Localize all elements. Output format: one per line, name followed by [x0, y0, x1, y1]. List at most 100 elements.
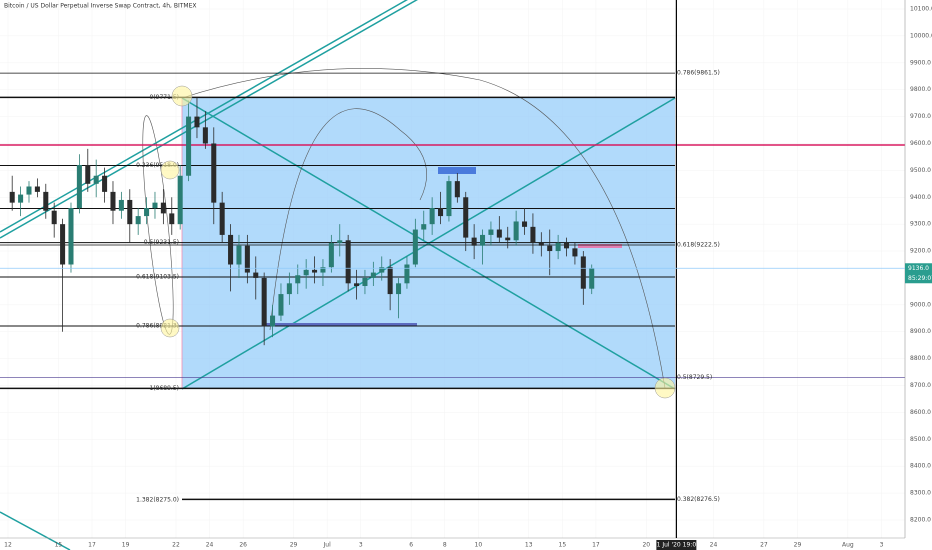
- candle-body: [93, 175, 99, 184]
- x-tick-label: 17: [592, 542, 600, 549]
- fib-label: 0(9771.5): [150, 94, 180, 101]
- candle-body: [295, 275, 301, 284]
- x-tick-label: 10: [475, 542, 483, 549]
- candle-body: [68, 208, 74, 265]
- y-tick-label: 10100.0: [910, 6, 932, 13]
- candle-body: [404, 264, 410, 284]
- candle-body: [76, 164, 82, 209]
- x-tick-label: Jul: [323, 542, 332, 549]
- ext-label: 0.786(9861.5): [677, 70, 720, 77]
- candle-body: [43, 191, 49, 211]
- candle-body: [144, 208, 150, 217]
- candle-body: [219, 202, 225, 235]
- levels: 0(9771.5) 0.236(9518.0) 0.5(9231.5) 0.618(9…: [0, 70, 905, 503]
- candle-body: [446, 181, 452, 217]
- y-tick-label: 8300.0: [910, 490, 931, 497]
- candle-body: [177, 175, 183, 225]
- x-tick-label: 6: [409, 542, 413, 549]
- candle-body: [278, 294, 284, 316]
- fib-label: 0.786(8921.3): [136, 323, 179, 330]
- candle-body: [51, 210, 57, 225]
- candle-body: [337, 240, 343, 243]
- candle-body: [421, 224, 427, 230]
- x-tick-label: 29: [290, 542, 298, 549]
- chart-title: Bitcoin / US Dollar Perpetual Inverse Sw…: [4, 3, 196, 10]
- candle-body: [463, 197, 469, 238]
- ext-label: 0.382(8276.5): [677, 496, 720, 503]
- candle-body: [127, 199, 133, 225]
- y-tick-label: 8800.0: [910, 355, 931, 362]
- x-tick-label: 17: [88, 542, 96, 549]
- trend-line: [0, 0, 419, 239]
- marker-circle: [654, 377, 676, 399]
- candle-body: [387, 267, 393, 295]
- y-tick-label: 8700.0: [910, 382, 931, 389]
- candle-body: [328, 242, 334, 268]
- candle-body: [471, 237, 477, 246]
- zone: [438, 167, 476, 174]
- trend-line: [0, 511, 71, 550]
- candle-body: [429, 208, 435, 225]
- candle-body: [261, 277, 267, 327]
- candle-body: [412, 229, 418, 265]
- price-tag: [905, 263, 932, 284]
- marker-circle: [160, 318, 180, 338]
- ext-label: 0.618(9222.5): [677, 241, 720, 248]
- zone: [265, 323, 417, 326]
- candle-body: [286, 283, 292, 295]
- ext-label: 0.5(8729.5): [677, 374, 712, 381]
- x-tick-label: 22: [172, 542, 180, 549]
- candle-body: [488, 229, 494, 235]
- candle-body: [202, 127, 208, 144]
- candle-body: [228, 234, 234, 265]
- candle-body: [362, 277, 368, 287]
- x-tick-label: 8: [443, 542, 447, 549]
- y-tick-label: 8500.0: [910, 436, 931, 443]
- candle-body: [135, 216, 141, 225]
- candle-body: [496, 229, 502, 238]
- candle-body: [18, 194, 24, 203]
- axes: 8200.0 8300.0 8400.0 8500.0 8600.0 8700.0 8800…: [4, 6, 932, 549]
- y-tick-label: 8400.0: [910, 463, 931, 470]
- diagonal: [181, 97, 676, 390]
- x-tick-label: 13: [525, 542, 533, 549]
- zone: [578, 244, 622, 248]
- candle-body: [34, 186, 40, 192]
- candle-body: [454, 181, 460, 198]
- candle-body: [505, 237, 511, 241]
- countdown: 85:29:07: [908, 275, 932, 282]
- candle-body: [513, 221, 519, 241]
- fib-label: 0.618(9103.5): [136, 274, 179, 281]
- candle-body: [26, 186, 32, 195]
- candle-body: [186, 116, 192, 176]
- x-tick-label: 26: [239, 542, 247, 549]
- marker-circle: [160, 160, 180, 180]
- candle-body: [270, 315, 276, 327]
- x-tick-label: Aug: [842, 542, 854, 549]
- y-tick-label: 8200.0: [910, 516, 931, 523]
- candle-body: [160, 202, 166, 214]
- x-tick-label: 3: [880, 542, 884, 549]
- x-tick-label: 15: [559, 542, 567, 549]
- crosshair-label: 21 Jul '20 19:00: [653, 542, 700, 549]
- candle-body: [9, 191, 15, 203]
- candle-body: [580, 256, 586, 289]
- arc: [269, 108, 427, 331]
- candle-body: [530, 226, 536, 243]
- candle-body: [236, 245, 242, 265]
- candle-body: [572, 248, 578, 257]
- fib-label: 0.236(9518.0): [136, 162, 179, 169]
- y-tick-label: 9500.0: [910, 167, 931, 174]
- ext-label: 1.382(8275.0): [136, 496, 179, 503]
- crosshair-label-bg: [656, 540, 697, 550]
- candle-body: [564, 242, 570, 249]
- fib-label: 0.5(9231.5): [144, 239, 179, 246]
- candle-body: [152, 202, 158, 209]
- y-tick-label: 9900.0: [910, 59, 931, 66]
- candle-body: [522, 221, 528, 227]
- candle-body: [547, 245, 553, 252]
- candle-body: [211, 143, 217, 203]
- candle-body: [110, 191, 116, 211]
- candle-body: [118, 199, 124, 211]
- last-price-label: 9136.0: [908, 265, 929, 272]
